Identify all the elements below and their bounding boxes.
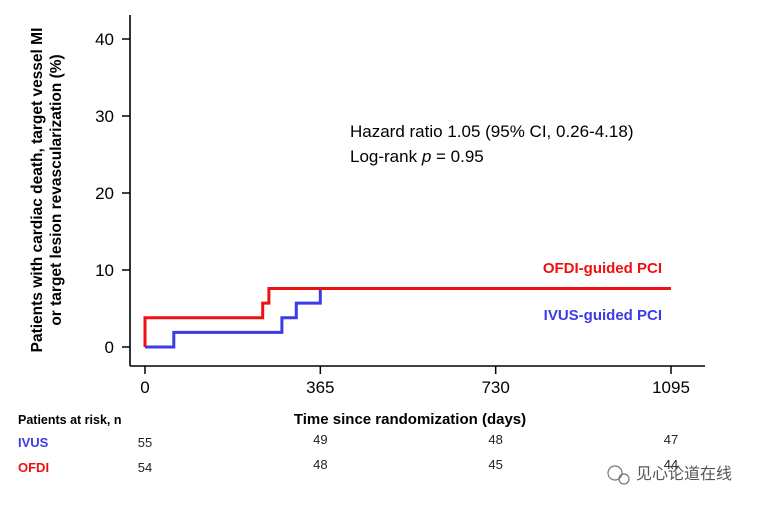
wechat-icon-small (618, 473, 630, 485)
log-rank-p: p (421, 147, 431, 166)
y-ticks: 0 10 20 30 40 (95, 30, 130, 357)
x-tick-label-3: 1095 (652, 378, 690, 397)
wechat-icon (607, 465, 623, 481)
log-rank-annotation: Log-rank p = 0.95 (350, 147, 484, 166)
x-axis-label: Time since randomization (days) (294, 411, 526, 428)
series-line-ivus (145, 287, 671, 349)
risk-ofdi-1: 48 (313, 457, 327, 472)
risk-ivus-1: 49 (313, 432, 327, 447)
legend-ivus: IVUS-guided PCI (544, 307, 662, 324)
y-tick-label-2: 20 (95, 184, 114, 203)
risk-row-ivus-name: IVUS (18, 435, 49, 450)
risk-ivus-2: 48 (488, 432, 502, 447)
curves (143, 287, 671, 349)
hazard-ratio-annotation: Hazard ratio 1.05 (95% CI, 0.26-4.18) (350, 122, 633, 141)
risk-ofdi-2: 45 (488, 457, 502, 472)
risk-row-ofdi-name: OFDI (18, 460, 49, 475)
x-ticks: 0 365 730 1095 (140, 366, 690, 397)
watermark: 见心论道在线 (607, 465, 732, 485)
y-tick-label-1: 10 (95, 261, 114, 280)
legend-ofdi: OFDI-guided PCI (543, 260, 662, 277)
risk-values: 55 49 48 47 54 48 45 44 (138, 432, 678, 475)
risk-ivus-3: 47 (664, 432, 678, 447)
risk-ivus-0: 55 (138, 435, 152, 450)
log-rank-value: = 0.95 (431, 147, 483, 166)
log-rank-prefix: Log-rank (350, 147, 422, 166)
x-tick-label-1: 365 (306, 378, 334, 397)
watermark-text: 见心论道在线 (636, 465, 732, 483)
risk-ofdi-0: 54 (138, 460, 152, 475)
y-tick-label-0: 0 (105, 338, 114, 357)
series-line-ofdi (143, 287, 671, 347)
x-tick-label-2: 730 (481, 378, 509, 397)
y-axis-label-line1: Patients with cardiac death, target vess… (29, 28, 46, 353)
risk-table-title: Patients at risk, n (18, 413, 122, 427)
y-axis-label-line2: or target lesion revascularization (%) (48, 54, 65, 325)
x-tick-label-0: 0 (140, 378, 149, 397)
y-tick-label-4: 40 (95, 30, 114, 49)
y-tick-label-3: 30 (95, 107, 114, 126)
risk-ofdi-3: 44 (664, 457, 678, 472)
